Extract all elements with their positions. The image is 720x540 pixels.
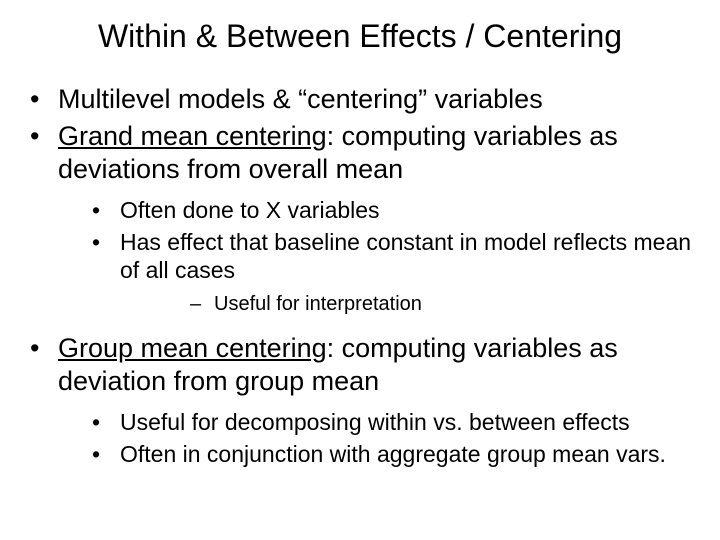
slide-title: Within & Between Effects / Centering [22,18,698,55]
bullet-l1-item: Group mean centering: computing variable… [22,332,698,468]
bullet-text: Useful for decomposing within vs. betwee… [120,409,630,435]
bullet-l2-item: Has effect that baseline constant in mod… [58,228,698,316]
bullet-text-underlined: Grand mean centering [58,121,327,151]
bullet-list-level2: Useful for decomposing within vs. betwee… [58,408,698,468]
bullet-text: Multilevel models & “centering” variable… [58,84,543,114]
bullet-text-underlined: Group mean centering [58,333,327,363]
bullet-l2-item: Useful for decomposing within vs. betwee… [58,408,698,436]
bullet-l1-item: Grand mean centering: computing variable… [22,120,698,316]
bullet-text: Has effect that baseline constant in mod… [120,229,691,283]
bullet-l2-item: Often done to X variables [58,196,698,224]
bullet-list-level1: Multilevel models & “centering” variable… [22,83,698,468]
bullet-l3-item: Useful for interpretation [120,292,698,316]
bullet-text: Often in conjunction with aggregate grou… [120,441,666,467]
bullet-text: Often done to X variables [120,197,380,223]
bullet-l2-item: Often in conjunction with aggregate grou… [58,440,698,468]
bullet-list-level2: Often done to X variables Has effect tha… [58,196,698,317]
bullet-text: Useful for interpretation [214,293,422,315]
bullet-l1-item: Multilevel models & “centering” variable… [22,83,698,116]
bullet-list-level3: Useful for interpretation [120,292,698,316]
